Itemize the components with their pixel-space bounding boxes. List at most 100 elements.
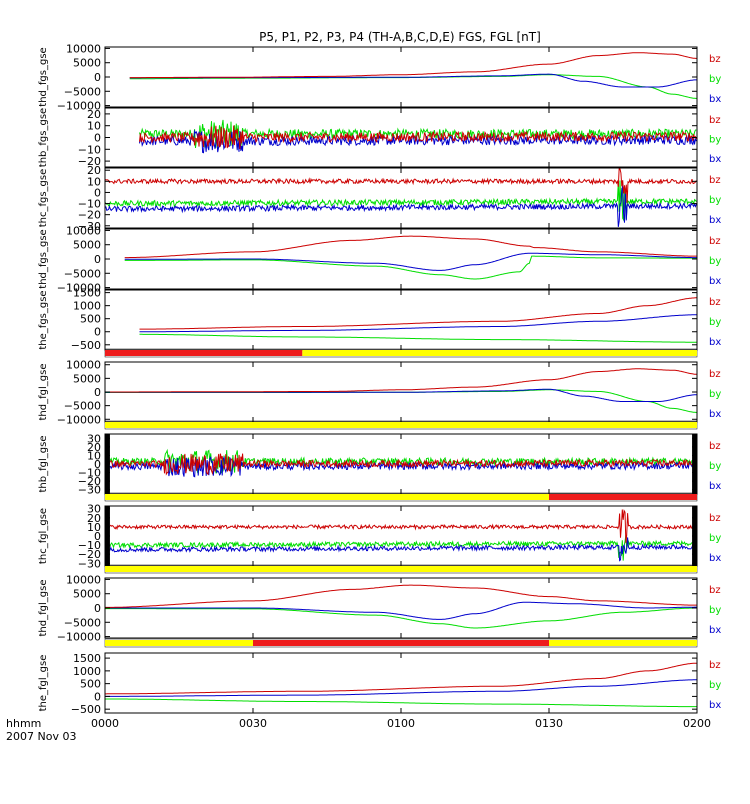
time-label: hhmm (6, 717, 41, 730)
y-tick-label: 0 (94, 690, 101, 703)
legend-label-bx: bx (709, 215, 721, 226)
legend-label-bz: bz (709, 54, 721, 65)
series-bx-line (109, 537, 697, 562)
x-axis: 0000 0030 0100 0130 0200 (91, 717, 711, 730)
y-tick-label: 0 (94, 326, 101, 339)
mode-bar-segment (105, 566, 697, 572)
legend-label-bz: bz (709, 297, 721, 308)
y-tick-label: 0 (94, 132, 101, 145)
y-tick-label: −10 (78, 539, 101, 552)
legend-label-bx: bx (709, 700, 721, 711)
y-tick-label: 10000 (66, 573, 101, 586)
y-tick-label: −20 (78, 155, 101, 168)
series-by-line (105, 698, 697, 708)
series-bz-line (105, 168, 697, 203)
mode-bar-segment (105, 640, 253, 646)
x-tick-label: 0030 (239, 717, 267, 730)
series-by-line (124, 255, 697, 280)
legend-label-bz: bz (709, 236, 721, 247)
y-tick-label: 1000 (73, 300, 101, 313)
mode-bar-segment (105, 422, 697, 428)
y-tick-label: 20 (87, 164, 101, 177)
legend-label-by: by (709, 195, 721, 206)
y-tick-label: −10000 (57, 413, 101, 426)
panel-frame (104, 652, 698, 714)
legend-label-by: by (709, 256, 721, 267)
edge-bar (105, 506, 110, 566)
series-by-line (105, 389, 697, 413)
y-tick-label: −30 (78, 557, 101, 570)
panel-6-traces (105, 368, 697, 413)
y-tick-label: 20 (87, 108, 101, 121)
y-tick-label: −5000 (64, 85, 101, 98)
y-tick-label: 0 (94, 386, 101, 399)
series-bz-line (105, 662, 697, 695)
x-tick-label: 0130 (535, 717, 563, 730)
legend-label-bx: bx (709, 409, 721, 420)
series-bz-line (105, 584, 697, 608)
y-tick-label: 5000 (73, 372, 101, 385)
legend-label-bz: bz (709, 115, 721, 126)
legend-label-bx: bx (709, 94, 721, 105)
y-tick-label: −20 (78, 548, 101, 561)
y-tick-label: 0 (94, 530, 101, 543)
series-by-line (105, 607, 697, 629)
y-tick-label: 1500 (73, 652, 101, 665)
y-tick-label: −10 (78, 143, 101, 156)
series-bx-line (129, 73, 697, 88)
y-tick-label: 10000 (66, 42, 101, 55)
legend-label-by: by (709, 680, 721, 691)
y-axis-label: thb_fgs_gse (38, 108, 49, 167)
panel-frame (104, 167, 698, 229)
legend-label-bz: bz (709, 369, 721, 380)
series-bz-line (109, 509, 697, 544)
y-tick-label: 20 (87, 441, 101, 454)
y-tick-label: 30 (87, 432, 101, 445)
legend-label-bx: bx (709, 625, 721, 636)
y-tick-label: 1500 (73, 287, 101, 300)
series-bz-line (124, 235, 697, 259)
y-tick-label: −10 (78, 198, 101, 211)
panel-4-traces (124, 235, 697, 280)
series-bx-line (105, 388, 697, 402)
mode-bars-group (104, 348, 698, 648)
legend-label-by: by (709, 461, 721, 472)
y-axis-label: thd_fgs_gse (38, 47, 49, 106)
edge-bar (692, 434, 697, 494)
edge-bar (105, 434, 110, 494)
y-tick-label: −10000 (57, 282, 101, 295)
legend-label-bz: bz (709, 441, 721, 452)
legend-label-bz: bz (709, 175, 721, 186)
series-bz-line (139, 125, 697, 150)
panel-frame (104, 505, 698, 567)
y-tick-label: −10000 (57, 100, 101, 113)
series-bz-line (129, 52, 697, 79)
series-bx-line (139, 314, 697, 333)
y-tick-label: −10000 (57, 631, 101, 644)
edge-bar (692, 506, 697, 566)
panel-2-traces (139, 119, 697, 154)
y-tick-label: 5000 (73, 588, 101, 601)
series-bz-line (105, 453, 697, 476)
y-axis-label: thd_fgl_gse (38, 580, 49, 637)
series-bz-line (105, 368, 697, 393)
mode-bar-segment (549, 640, 697, 646)
y-tick-label: 30 (87, 503, 101, 516)
legend-label-bx: bx (709, 553, 721, 564)
y-tick-label: 0 (94, 458, 101, 471)
series-bx-line (105, 601, 697, 620)
y-tick-label: 10000 (66, 224, 101, 237)
panel-10-traces (105, 662, 697, 708)
chart-title: P5, P1, P2, P3, P4 (TH-A,B,C,D,E) FGS, F… (259, 30, 541, 44)
y-tick-label: 500 (80, 678, 101, 691)
